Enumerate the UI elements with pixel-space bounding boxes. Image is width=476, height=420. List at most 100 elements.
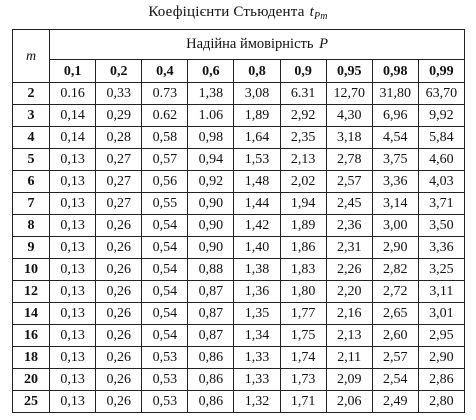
table-cell: 0,54 [141, 280, 189, 303]
probability-header: 0,8 [233, 59, 281, 83]
table-row: 8 0,13 0,26 0,54 0,90 1,42 1,89 2,36 3,00 3,50 [11, 214, 466, 237]
table-row: 12 0,13 0,26 0,54 0,87 1,36 1,80 2,20 2,72 3,11 [11, 280, 466, 303]
student-coefficients-table: m Надійна ймовірність P 0,1 0,2 0,4 0,6 0,8 0… [11, 29, 466, 413]
table-cell: 12,70 [325, 82, 373, 105]
probability-header: 0,99 [417, 59, 466, 83]
table-cell: 2,13 [325, 324, 373, 347]
table-row: 18 0,13 0,26 0,53 0,86 1,33 1,74 2,11 2,57 2,90 [11, 346, 466, 369]
table-header: m Надійна ймовірність P 0,1 0,2 0,4 0,6 0,8 0… [11, 29, 466, 83]
row-m-value: 9 [11, 236, 51, 259]
table-cell: 0,13 [49, 368, 97, 391]
table-cell: 0,54 [141, 302, 189, 325]
table-row: 20 0,13 0,26 0,53 0,86 1,33 1,73 2,09 2,54 2,86 [11, 368, 466, 391]
table-cell: 2,92 [279, 104, 327, 127]
table-cell: 1,38 [187, 82, 235, 105]
table-cell: 0,13 [49, 302, 97, 325]
row-m-value: 6 [11, 170, 51, 193]
table-cell: 0,33 [95, 82, 143, 105]
table-cell: 0,26 [95, 346, 143, 369]
table-cell: 3,71 [417, 192, 466, 215]
table-cell: 3,14 [371, 192, 419, 215]
table-cell: 2,11 [325, 346, 373, 369]
table-cell: 0,28 [95, 126, 143, 149]
table-cell: 3,08 [233, 82, 281, 105]
table-row: 7 0,13 0,27 0,55 0,90 1,44 1,94 2,45 3,14 3,71 [11, 192, 466, 215]
row-m-value: 2 [11, 82, 51, 105]
table-cell: 0,54 [141, 236, 189, 259]
table-cell: 0,87 [187, 280, 235, 303]
table-cell: 0,29 [95, 104, 143, 127]
table-cell: 0,27 [95, 148, 143, 171]
table-cell: 0,27 [95, 170, 143, 193]
table-cell: 6,96 [371, 104, 419, 127]
table-cell: 63,70 [417, 82, 466, 105]
table-cell: 2,65 [371, 302, 419, 325]
table-cell: 4,60 [417, 148, 466, 171]
table-cell: 3,11 [417, 280, 466, 303]
table-cell: 1,83 [279, 258, 327, 281]
table-cell: 0,13 [49, 236, 97, 259]
probability-header: 0,6 [187, 59, 235, 83]
row-m-value: 10 [11, 258, 51, 281]
table-cell: 9,92 [417, 104, 466, 127]
table-row: 16 0,13 0,26 0,54 0,87 1,34 1,75 2,13 2,60 2,95 [11, 324, 466, 347]
row-m-value: 25 [11, 390, 51, 413]
table-cell: 5,84 [417, 126, 466, 149]
table-cell: 0,13 [49, 390, 97, 413]
table-cell: 2,57 [371, 346, 419, 369]
row-m-value: 12 [11, 280, 51, 303]
table-row: 2 0.16 0,33 0.73 1,38 3,08 6.31 12,70 31,80 63,70 [11, 82, 466, 105]
table-cell: 1,38 [233, 258, 281, 281]
table-row: 4 0,14 0,28 0,58 0,98 1,64 2,35 3,18 4,54 5,84 [11, 126, 466, 149]
table-cell: 3,75 [371, 148, 419, 171]
table-title-symbol-subscript: Pm [313, 11, 328, 22]
table-cell: 2,78 [325, 148, 373, 171]
table-cell: 0,14 [49, 126, 97, 149]
row-m-value: 8 [11, 214, 51, 237]
probability-header: 0,98 [371, 59, 419, 83]
table-cell: 0.73 [141, 82, 189, 105]
table-body: 2 0.16 0,33 0.73 1,38 3,08 6.31 12,70 31,80 63,70… [11, 82, 466, 413]
table-row: 9 0,13 0,26 0,54 0,90 1,40 1,86 2,31 2,90 3,36 [11, 236, 466, 259]
table-cell: 0,54 [141, 324, 189, 347]
table-cell: 0,13 [49, 258, 97, 281]
table-cell: 0,92 [187, 170, 235, 193]
table-cell: 2,31 [325, 236, 373, 259]
table-cell: 0,54 [141, 214, 189, 237]
header-row-probabilities: 0,1 0,2 0,4 0,6 0,8 0,9 0,95 0,98 0,99 [13, 59, 466, 83]
table-cell: 2,57 [325, 170, 373, 193]
table-title-text: Коефіцієнти Стьюдента [148, 4, 305, 20]
table-cell: 1,33 [233, 346, 281, 369]
table-cell: 2,26 [325, 258, 373, 281]
probability-header: 0,9 [279, 59, 327, 83]
table-cell: 3,25 [417, 258, 466, 281]
table-cell: 2,60 [371, 324, 419, 347]
table-cell: 0,53 [141, 346, 189, 369]
table-cell: 3,36 [417, 236, 466, 259]
table-cell: 1,64 [233, 126, 281, 149]
table-cell: 2,45 [325, 192, 373, 215]
table-cell: 1,80 [279, 280, 327, 303]
table-cell: 0,58 [141, 126, 189, 149]
table-cell: 1,71 [279, 390, 327, 413]
table-cell: 0,14 [49, 104, 97, 127]
table-cell: 4,54 [371, 126, 419, 149]
row-m-value: 4 [11, 126, 51, 149]
table-cell: 3,18 [325, 126, 373, 149]
table-cell: 0,13 [49, 324, 97, 347]
table-cell: 0,13 [49, 192, 97, 215]
table-cell: 2,90 [417, 346, 466, 369]
table-cell: 0,98 [187, 126, 235, 149]
table-cell: 2,95 [417, 324, 466, 347]
table-cell: 3,00 [371, 214, 419, 237]
table-cell: 1,75 [279, 324, 327, 347]
table-cell: 0,26 [95, 368, 143, 391]
table-cell: 0.16 [49, 82, 97, 105]
table-cell: 0,26 [95, 236, 143, 259]
table-cell: 1.06 [187, 104, 235, 127]
table-cell: 0,13 [49, 214, 97, 237]
table-cell: 1,94 [279, 192, 327, 215]
probability-header: 0,4 [141, 59, 189, 83]
table-cell: 2,80 [417, 390, 466, 413]
table-cell: 0,88 [187, 258, 235, 281]
